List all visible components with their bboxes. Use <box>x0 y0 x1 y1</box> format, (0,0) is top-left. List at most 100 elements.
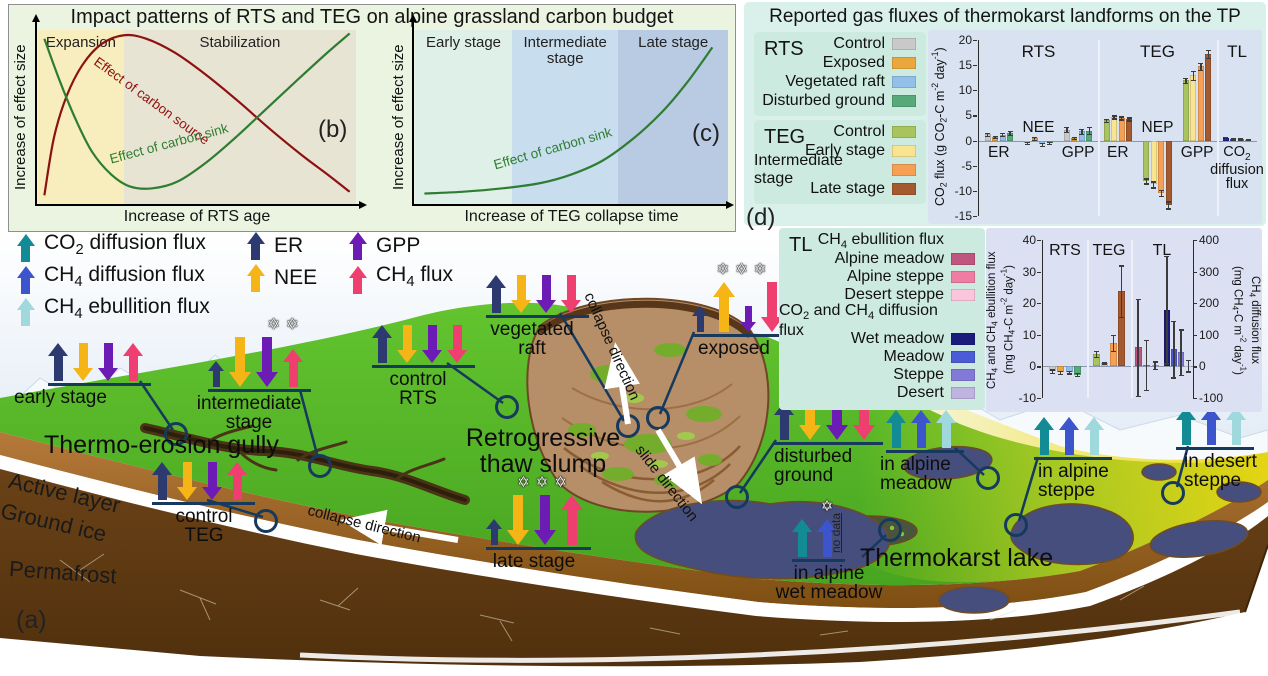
flux-legend-item-ch4: CH4 flux <box>348 264 453 294</box>
arrow-body <box>941 423 951 448</box>
site-leader-underline <box>372 365 475 368</box>
error-cap <box>1039 145 1045 147</box>
legend-swatch <box>951 351 975 363</box>
arrow-head <box>761 317 783 332</box>
error-bar <box>1112 334 1114 351</box>
legend-swatch <box>892 75 916 88</box>
arrow-body <box>1206 420 1216 445</box>
error-bar <box>1077 373 1079 377</box>
star-icon: ✡ <box>716 261 730 278</box>
error-cap <box>1205 58 1211 60</box>
bar <box>1118 117 1125 141</box>
legend-item-label: Control <box>833 34 885 52</box>
site-label: in desert steppe <box>1184 450 1257 492</box>
site-control-rts: control RTS <box>372 325 484 409</box>
error-cap <box>1086 134 1092 136</box>
error-cap <box>1158 189 1164 192</box>
error-cap <box>1075 376 1081 378</box>
gpp-flux-arrow-down-icon <box>536 275 556 313</box>
er-flux-arrow-up-icon <box>246 232 265 260</box>
arrow-head <box>936 410 956 423</box>
ytick-mark <box>973 40 977 42</box>
ytick-label: 40 <box>1022 233 1036 247</box>
error-cap <box>1000 136 1006 138</box>
legend-item-label: Disturbed ground <box>762 91 885 109</box>
gpp-flux-arrow-down-icon <box>98 343 118 381</box>
legend-row: Control <box>754 122 926 141</box>
bar <box>1143 140 1150 181</box>
flux-legend-label: CH4 diffusion flux <box>44 263 205 291</box>
bar <box>1103 120 1110 141</box>
arrow-head <box>16 297 35 310</box>
error-cap <box>1198 62 1204 64</box>
error-bar <box>1154 361 1156 369</box>
error-cap <box>1223 137 1229 139</box>
ch4d-flux-arrow-up-icon <box>1201 407 1221 445</box>
nee-flux-arrow-down-icon <box>397 325 417 363</box>
arrow-head <box>152 462 172 475</box>
bar <box>1118 291 1126 367</box>
label-thermo-erosion-gully: Thermo-erosion gully <box>44 431 279 459</box>
ytick-mark <box>1037 303 1041 305</box>
arrow-head <box>692 306 708 316</box>
error-cap <box>1075 373 1081 375</box>
arrow-body <box>157 475 167 500</box>
bar <box>1197 66 1204 141</box>
zero-line <box>979 140 1257 142</box>
ytick-label-right: 200 <box>1199 296 1220 311</box>
arrow-body <box>78 343 88 368</box>
ch4e-flux-arrow-up-icon <box>1226 407 1246 445</box>
legend-tl-group2-label: CO2 and CH4 diffusion flux <box>779 301 938 340</box>
error-cap <box>1223 139 1229 141</box>
error-cap <box>985 132 991 134</box>
arrow-head <box>911 410 931 423</box>
arrow-head <box>123 343 143 356</box>
arrow-body <box>891 423 901 448</box>
arrow-head <box>348 232 367 244</box>
legend-row: Late stage <box>754 179 926 198</box>
ytick-label-right: -100 <box>1199 391 1224 405</box>
legend-swatch <box>892 37 916 50</box>
error-cap <box>1047 141 1053 143</box>
error-bar <box>1187 360 1189 372</box>
error-bar <box>1200 62 1202 70</box>
error-cap <box>1166 201 1172 203</box>
error-cap <box>1119 317 1125 319</box>
error-bar <box>1034 136 1036 140</box>
plot-b-yaxis <box>35 22 37 206</box>
site-arrows: ✡ ✡ <box>208 317 358 387</box>
ytick-mark <box>973 65 977 67</box>
site-in-alpine-wet-meadow: ✡ no data in alpine wet meadow <box>776 499 906 603</box>
arrow-body <box>696 316 704 332</box>
error-cap <box>1152 361 1158 363</box>
bar <box>1150 140 1157 185</box>
ytick-mark <box>973 115 977 117</box>
ch4d-flux-arrow-up-icon <box>911 410 931 448</box>
bar <box>1078 131 1085 141</box>
significance-stars: ✡ ✡ ✡ <box>717 262 767 277</box>
arrow-body <box>1039 430 1049 455</box>
arrow-body <box>288 362 298 387</box>
panel-d-title: Reported gas fluxes of thermokarst landf… <box>769 6 1241 27</box>
error-cap <box>1102 362 1108 364</box>
plot-c-ylabel: Increase of effect size <box>390 44 407 190</box>
co2d-flux-arrow-up-icon <box>16 233 35 262</box>
arrow-body <box>744 306 752 322</box>
site-leader-underline <box>774 442 883 445</box>
legend-row: Alpine meadow <box>779 250 985 268</box>
arrow-body <box>251 276 260 292</box>
plot-b-curves <box>43 32 351 196</box>
site-label: exposed <box>698 337 770 359</box>
error-cap <box>1079 133 1085 135</box>
section-title-RTS: RTS <box>1021 42 1056 61</box>
ch4d-flux-arrow-up-icon <box>817 519 837 557</box>
ytick-label: 20 <box>958 33 972 47</box>
star-icon: ✡ <box>753 261 767 278</box>
nee-flux-arrow-down-icon <box>507 495 529 545</box>
ytick-label: -15 <box>954 209 972 223</box>
group-label: ER <box>1107 143 1129 161</box>
error-cap <box>1007 135 1013 137</box>
flux-legend-label: CH4 flux <box>376 263 454 291</box>
arrow-head <box>507 530 529 545</box>
legend-tl-group1-label: CH4 ebullition flux <box>817 230 944 252</box>
